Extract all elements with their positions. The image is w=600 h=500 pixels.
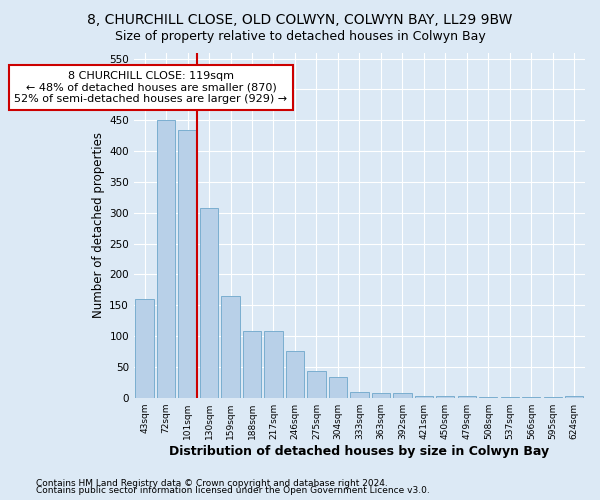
Bar xyxy=(458,396,476,398)
Text: 8, CHURCHILL CLOSE, OLD COLWYN, COLWYN BAY, LL29 9BW: 8, CHURCHILL CLOSE, OLD COLWYN, COLWYN B… xyxy=(88,12,512,26)
Bar xyxy=(243,331,261,398)
Bar xyxy=(393,393,412,398)
Bar xyxy=(350,392,368,398)
Bar xyxy=(265,331,283,398)
Bar xyxy=(200,208,218,398)
Bar xyxy=(479,397,497,398)
Bar xyxy=(221,296,239,398)
Text: 8 CHURCHILL CLOSE: 119sqm
← 48% of detached houses are smaller (870)
52% of semi: 8 CHURCHILL CLOSE: 119sqm ← 48% of detac… xyxy=(14,71,287,104)
Bar xyxy=(157,120,175,398)
Text: Contains HM Land Registry data © Crown copyright and database right 2024.: Contains HM Land Registry data © Crown c… xyxy=(36,478,388,488)
Bar xyxy=(415,396,433,398)
Text: Contains public sector information licensed under the Open Government Licence v3: Contains public sector information licen… xyxy=(36,486,430,495)
Bar xyxy=(500,397,519,398)
Bar xyxy=(436,396,454,398)
Bar xyxy=(136,299,154,398)
Y-axis label: Number of detached properties: Number of detached properties xyxy=(92,132,105,318)
Bar xyxy=(522,397,541,398)
Bar xyxy=(544,397,562,398)
Bar xyxy=(307,371,326,398)
Bar xyxy=(565,396,583,398)
Bar xyxy=(286,352,304,398)
Bar xyxy=(178,130,197,398)
Text: Size of property relative to detached houses in Colwyn Bay: Size of property relative to detached ho… xyxy=(115,30,485,43)
X-axis label: Distribution of detached houses by size in Colwyn Bay: Distribution of detached houses by size … xyxy=(169,444,550,458)
Bar xyxy=(372,393,390,398)
Bar xyxy=(329,378,347,398)
